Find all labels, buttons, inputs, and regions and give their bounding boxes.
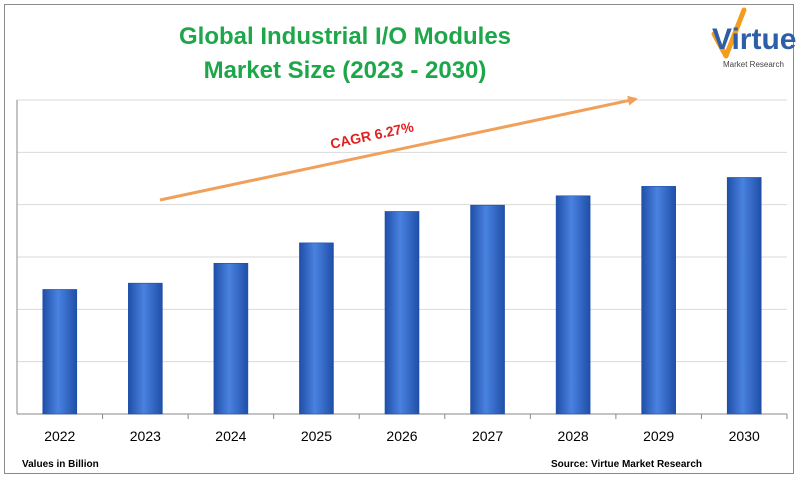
- x-tick-label: 2029: [643, 428, 674, 444]
- x-tick-labels: 2022 2023 2024 2025 2026 2027 2028 2029 2030: [44, 414, 788, 444]
- x-tick-label: 2024: [215, 428, 246, 444]
- bar-2030: [726, 177, 762, 415]
- x-tick-label: 2027: [472, 428, 503, 444]
- bar-2026: [384, 211, 420, 415]
- x-tick-label: 2026: [386, 428, 417, 444]
- x-tick-label: 2022: [44, 428, 75, 444]
- source-note: Source: Virtue Market Research: [551, 459, 702, 470]
- virtue-logo: Virtue Market Research: [700, 4, 796, 96]
- units-note: Values in Billion: [22, 459, 99, 470]
- chart-title-line1: Global Industrial I/O Modules: [178, 23, 512, 50]
- x-tick-label: 2028: [558, 428, 589, 444]
- cagr-label: CAGR 6.27%: [329, 118, 416, 151]
- bar-2028: [555, 195, 591, 415]
- cagr-arrow: [159, 95, 638, 202]
- bar-2022: [42, 289, 78, 415]
- bar-2023: [128, 282, 163, 415]
- x-tick-label: 2023: [130, 428, 161, 444]
- x-tick-label: 2030: [729, 428, 760, 444]
- bars: [42, 177, 762, 415]
- logo-subtitle: Market Research: [723, 60, 784, 69]
- chart-title-line2: Market Size (2023 - 2030): [203, 57, 487, 84]
- x-tick-label: 2025: [301, 428, 332, 444]
- bar-2025: [299, 242, 334, 415]
- bar-2024: [213, 262, 249, 415]
- checkmark-icon: [711, 7, 747, 59]
- bar-2029: [641, 186, 676, 415]
- logo-word: Virtue: [712, 23, 797, 56]
- bar-2027: [470, 204, 505, 415]
